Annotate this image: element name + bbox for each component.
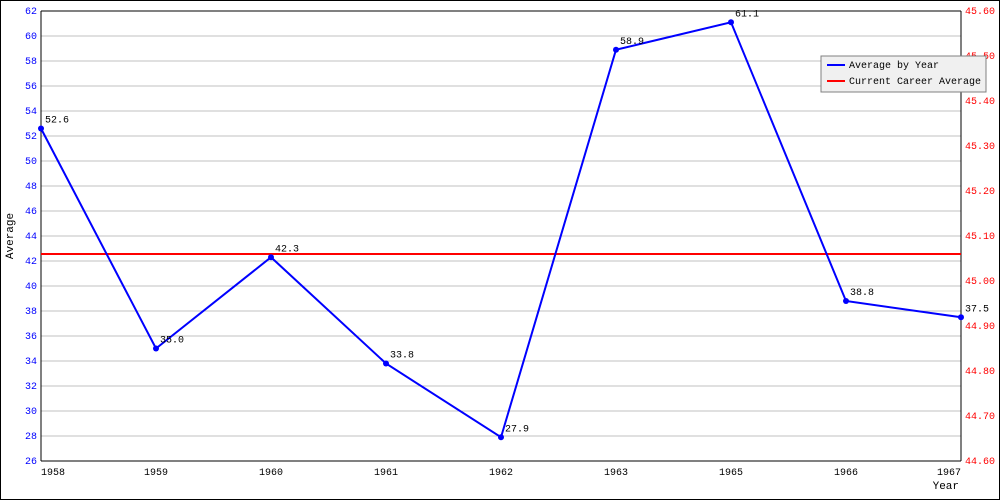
data-point-label: 37.5 [965,304,989,315]
left-tick-label: 34 [25,357,37,368]
x-axis-label: Year [933,481,959,493]
left-tick-label: 48 [25,182,37,193]
left-tick-label: 60 [25,32,37,43]
data-point [843,298,849,304]
right-tick-label: 45.60 [965,7,995,18]
data-point-label: 42.3 [275,244,299,255]
data-point-label: 27.9 [505,424,529,435]
data-point-label: 35.0 [160,336,184,347]
data-point [38,126,44,132]
data-point [728,19,734,25]
right-tick-label: 44.60 [965,457,995,468]
left-tick-label: 56 [25,82,37,93]
data-point-label: 52.6 [45,116,69,127]
data-point-label: 58.9 [620,37,644,48]
legend-label: Average by Year [849,60,939,72]
left-tick-label: 28 [25,432,37,443]
left-tick-label: 26 [25,457,37,468]
right-tick-label: 45.20 [965,187,995,198]
x-tick-label: 1965 [719,468,743,479]
left-tick-label: 42 [25,257,37,268]
data-point-label: 33.8 [390,351,414,362]
data-point [613,47,619,53]
left-tick-label: 62 [25,7,37,18]
right-tick-label: 45.10 [965,232,995,243]
left-tick-label: 50 [25,157,37,168]
right-tick-label: 45.40 [965,97,995,108]
data-point [958,314,964,320]
x-tick-label: 1959 [144,468,168,479]
left-tick-label: 30 [25,407,37,418]
x-tick-label: 1966 [834,468,858,479]
x-tick-label: 1961 [374,468,398,479]
left-tick-label: 46 [25,207,37,218]
x-tick-label: 1962 [489,468,513,479]
left-tick-label: 38 [25,307,37,318]
left-tick-label: 44 [25,232,37,243]
y-axis-label: Average [5,213,17,259]
data-point [498,434,504,440]
x-tick-label: 1967 [937,468,961,479]
right-tick-label: 45.30 [965,142,995,153]
right-tick-label: 44.70 [965,412,995,423]
right-tick-label: 44.90 [965,322,995,333]
data-point [268,254,274,260]
left-tick-label: 40 [25,282,37,293]
data-point-label: 38.8 [850,288,874,299]
data-point-label: 61.1 [735,9,759,20]
x-tick-label: 1960 [259,468,283,479]
left-tick-label: 52 [25,132,37,143]
left-tick-label: 36 [25,332,37,343]
data-point [153,346,159,352]
legend-label: Current Career Average [849,77,981,88]
left-tick-label: 32 [25,382,37,393]
chart-container: 26 28 30 32 34 36 38 40 42 44 46 48 50 52 54 56 58 60 62 44… [0,0,1000,500]
right-tick-label: 45.00 [965,277,995,288]
right-tick-label: 44.80 [965,367,995,378]
data-point [383,361,389,367]
left-tick-label: 54 [25,107,37,118]
x-tick-label: 1958 [41,468,65,479]
x-tick-label: 1963 [604,468,628,479]
chart-svg: 26 28 30 32 34 36 38 40 42 44 46 48 50 52 54 56 58 60 62 44… [1,1,1000,501]
left-tick-label: 58 [25,57,37,68]
